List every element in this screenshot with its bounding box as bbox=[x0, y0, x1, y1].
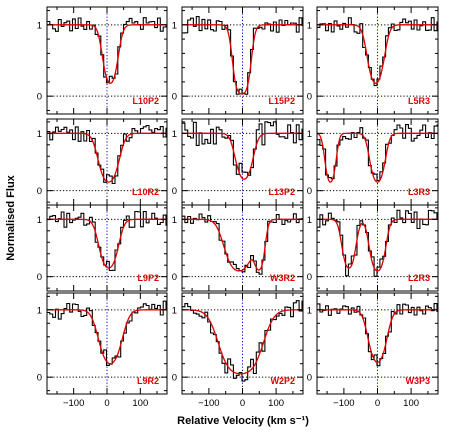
y-tick-label: 0 bbox=[172, 373, 177, 384]
y-tick-label: 1 bbox=[37, 305, 42, 316]
panel-label: L10P2 bbox=[132, 96, 159, 106]
data-spectrum bbox=[47, 17, 167, 84]
panel-label: W2P2 bbox=[270, 376, 295, 386]
x-tick-label: 0 bbox=[104, 398, 109, 409]
model-fit bbox=[317, 218, 438, 272]
panel-w3p3: 0 1 −100 0 100 W3P3 bbox=[307, 292, 439, 409]
model-fit bbox=[47, 309, 167, 365]
panel-w3r2: 0 1 W3R2 bbox=[172, 204, 304, 292]
y-tick-label: 0 bbox=[307, 92, 312, 103]
panel-label: L2R3 bbox=[408, 273, 430, 283]
model-fit bbox=[182, 309, 303, 375]
y-tick-label: 0 bbox=[37, 373, 42, 384]
y-tick-label: 1 bbox=[307, 305, 312, 316]
y-tick-label: 1 bbox=[172, 305, 177, 316]
panel-plot-area bbox=[317, 119, 438, 205]
panel-label: L13P2 bbox=[268, 187, 295, 197]
panel-label: W3R2 bbox=[270, 273, 295, 283]
data-spectrum bbox=[317, 209, 438, 277]
panel-plot-area bbox=[317, 205, 438, 291]
y-tick-label: 0 bbox=[307, 186, 312, 197]
data-spectrum bbox=[47, 210, 167, 272]
x-tick-label: −100 bbox=[198, 398, 219, 409]
model-fit bbox=[182, 218, 303, 272]
model-fit bbox=[47, 218, 167, 269]
model-fit bbox=[182, 132, 303, 180]
panel-label: L3R3 bbox=[408, 187, 430, 197]
x-tick-label: 100 bbox=[403, 398, 419, 409]
x-tick-label: 0 bbox=[240, 398, 245, 409]
model-fit bbox=[317, 132, 438, 183]
panel-label: L9P2 bbox=[137, 273, 159, 283]
x-tick-label: −100 bbox=[63, 398, 84, 409]
panel-l13p2: 0 1 L13P2 bbox=[172, 118, 304, 206]
panel-label: L9R2 bbox=[137, 376, 159, 386]
y-tick-label: 1 bbox=[172, 129, 177, 140]
y-tick-label: 0 bbox=[172, 272, 177, 283]
data-spectrum bbox=[47, 124, 167, 185]
data-spectrum bbox=[182, 121, 303, 176]
panel-l3r3: 0 1 L3R3 bbox=[307, 118, 439, 206]
model-fit bbox=[47, 132, 167, 183]
y-tick-label: 0 bbox=[37, 186, 42, 197]
panel-l9p2: 0 1 L9P2 bbox=[37, 204, 168, 292]
data-spectrum bbox=[317, 17, 438, 87]
y-tick-label: 0 bbox=[37, 272, 42, 283]
panel-plot-area bbox=[47, 293, 167, 394]
panel-l10p2: 0 1 L10P2 bbox=[37, 6, 168, 115]
panel-plot-area bbox=[182, 205, 303, 291]
panel-label: L10R2 bbox=[132, 187, 159, 197]
panel-l5r3: 0 1 L5R3 bbox=[307, 6, 439, 115]
panel-plot-area bbox=[47, 205, 167, 291]
panel-grid: 0 1 L10P2 0 1 L15P2 0 1 L5R3 0 1 L10R2 0 1 L13P2 0 1 L3R3… bbox=[37, 6, 439, 409]
model-fit bbox=[317, 24, 438, 84]
panel-plot-area bbox=[47, 7, 167, 114]
panel-plot-area bbox=[182, 119, 303, 205]
y-axis-title: Normalised Flux bbox=[5, 174, 17, 260]
model-fit bbox=[47, 24, 167, 84]
y-tick-label: 0 bbox=[307, 373, 312, 384]
model-fit bbox=[317, 309, 438, 364]
panel-plot-area bbox=[317, 7, 438, 114]
panel-plot-area bbox=[317, 293, 438, 394]
panel-l15p2: 0 1 L15P2 bbox=[172, 6, 304, 115]
x-axis-title: Relative Velocity (km s⁻¹) bbox=[177, 415, 309, 427]
panel-label: W3P3 bbox=[405, 376, 430, 386]
model-fit bbox=[182, 24, 303, 95]
panel-plot-area bbox=[182, 7, 303, 114]
panel-l2r3: 0 1 L2R3 bbox=[307, 204, 439, 292]
x-tick-label: 0 bbox=[375, 398, 380, 409]
panel-plot-area bbox=[47, 119, 167, 205]
x-tick-label: 100 bbox=[132, 398, 148, 409]
data-spectrum bbox=[182, 213, 303, 275]
y-tick-label: 0 bbox=[172, 92, 177, 103]
y-tick-label: 1 bbox=[307, 20, 312, 31]
y-tick-label: 1 bbox=[37, 129, 42, 140]
panel-l10r2: 0 1 L10R2 bbox=[37, 118, 168, 206]
y-tick-label: 1 bbox=[37, 215, 42, 226]
panel-label: L5R3 bbox=[408, 96, 430, 106]
data-spectrum bbox=[182, 300, 303, 382]
y-tick-label: 1 bbox=[172, 215, 177, 226]
y-tick-label: 0 bbox=[307, 272, 312, 283]
y-tick-label: 0 bbox=[37, 92, 42, 103]
panel-w2p2: 0 1 −100 0 100 W2P2 bbox=[172, 292, 304, 409]
panel-label: L15P2 bbox=[268, 96, 295, 106]
data-spectrum bbox=[317, 124, 438, 181]
y-tick-label: 1 bbox=[307, 215, 312, 226]
y-tick-label: 1 bbox=[37, 20, 42, 31]
panel-plot-area bbox=[182, 293, 303, 394]
y-tick-label: 1 bbox=[172, 20, 177, 31]
x-tick-label: −100 bbox=[333, 398, 354, 409]
data-spectrum bbox=[47, 300, 167, 366]
panel-l9r2: 0 1 −100 0 100 L9R2 bbox=[37, 292, 168, 409]
y-tick-label: 1 bbox=[307, 129, 312, 140]
y-tick-label: 0 bbox=[172, 186, 177, 197]
x-tick-label: 100 bbox=[268, 398, 284, 409]
data-spectrum bbox=[317, 303, 438, 367]
